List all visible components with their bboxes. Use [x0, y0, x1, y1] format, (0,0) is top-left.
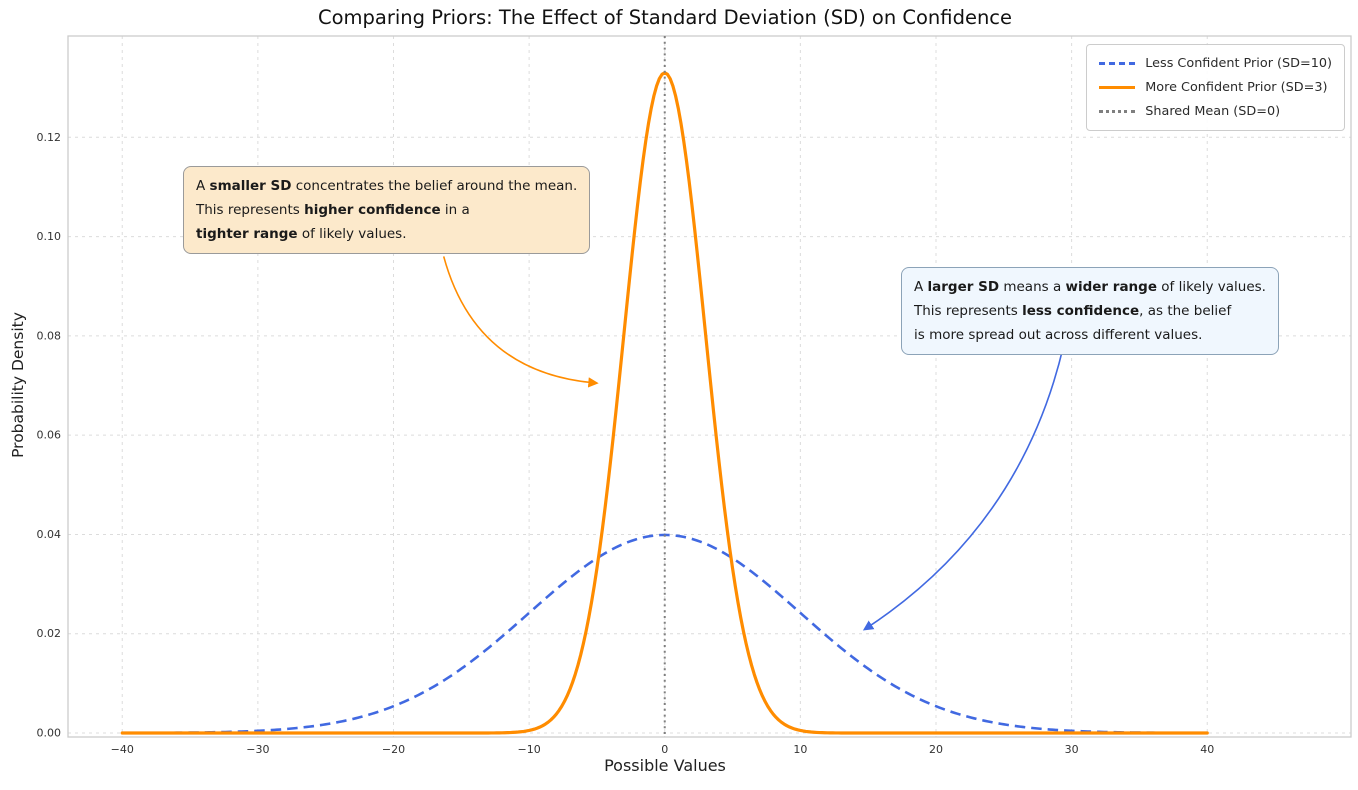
x-axis-label: Possible Values	[604, 756, 726, 775]
x-tick-label: 20	[929, 743, 943, 756]
y-axis-label: Probability Density	[9, 312, 27, 458]
annotation-text-bold: higher confidence	[304, 202, 441, 218]
y-tick-label: 0.12	[37, 131, 62, 144]
annotation-text-bold: tighter range	[196, 226, 298, 242]
legend-item-shared-mean: Shared Mean (SD=0)	[1099, 103, 1332, 120]
x-tick-label: 10	[793, 743, 807, 756]
annotation-text: means a	[999, 279, 1066, 295]
y-tick-label: 0.10	[37, 230, 62, 243]
annotation-text: is more spread out across different valu…	[914, 327, 1203, 343]
x-tick-label: −40	[111, 743, 134, 756]
annotation-text: This represents	[914, 303, 1023, 319]
annotation-text: concentrates the belief around the mean.	[291, 178, 578, 194]
x-tick-label: 40	[1200, 743, 1214, 756]
legend-dotted-line-sample	[1099, 110, 1136, 113]
annotation-text: A	[196, 178, 210, 194]
y-tick-label: 0.02	[37, 627, 62, 640]
legend: Less Confident Prior (SD=10) More Confid…	[1086, 44, 1345, 131]
annotation-text: in a	[440, 202, 470, 218]
y-tick-label: 0.06	[37, 429, 62, 442]
axes-frame	[67, 35, 1352, 738]
annotation-line: This represents higher confidence in a	[196, 198, 577, 222]
legend-item-less-confident-prior: Less Confident Prior (SD=10)	[1099, 55, 1332, 72]
series-line-1	[120, 71, 1209, 735]
annotation-larger-sd: A larger SD means a wider range of likel…	[901, 267, 1279, 355]
annotation-text-bold: larger SD	[927, 279, 1000, 295]
legend-label: Shared Mean (SD=0)	[1145, 104, 1281, 119]
annotation-text: of likely values.	[1157, 279, 1266, 295]
legend-solid-line-sample	[1099, 86, 1136, 89]
annotation-arrow-smaller-sd	[442, 256, 599, 388]
annotation-text: This represents	[196, 202, 305, 218]
x-tick-label: −10	[518, 743, 541, 756]
chart-title: Comparing Priors: The Effect of Standard…	[317, 6, 1013, 29]
legend-item-more-confident-prior: More Confident Prior (SD=3)	[1099, 79, 1332, 96]
annotation-line: This represents less confidence, as the …	[914, 299, 1266, 323]
annotation-text-bold: wider range	[1065, 279, 1157, 295]
annotation-text: of likely values.	[297, 226, 407, 242]
annotation-text: , as the belief	[1139, 303, 1232, 319]
x-tick-label: 0	[661, 743, 668, 756]
annotation-text: A	[914, 279, 928, 295]
legend-label: More Confident Prior (SD=3)	[1145, 80, 1328, 95]
x-tick-label: 30	[1065, 743, 1079, 756]
annotation-line: tighter range of likely values.	[196, 222, 577, 246]
annotation-text-bold: smaller SD	[209, 178, 292, 194]
annotation-arrow-larger-sd	[862, 345, 1065, 631]
annotation-line: is more spread out across different valu…	[914, 323, 1266, 347]
legend-label: Less Confident Prior (SD=10)	[1145, 56, 1332, 71]
annotation-text-bold: less confidence	[1022, 303, 1140, 319]
annotation-line: A larger SD means a wider range of likel…	[914, 275, 1266, 299]
y-tick-label: 0.04	[37, 528, 62, 541]
y-tick-label: 0.00	[37, 727, 62, 740]
annotation-line: A smaller SD concentrates the belief aro…	[196, 174, 577, 198]
annotation-smaller-sd: A smaller SD concentrates the belief aro…	[183, 166, 591, 254]
x-tick-label: −30	[246, 743, 269, 756]
legend-dashed-line-sample	[1099, 62, 1136, 65]
y-tick-label: 0.08	[37, 329, 62, 342]
x-tick-label: −20	[382, 743, 405, 756]
